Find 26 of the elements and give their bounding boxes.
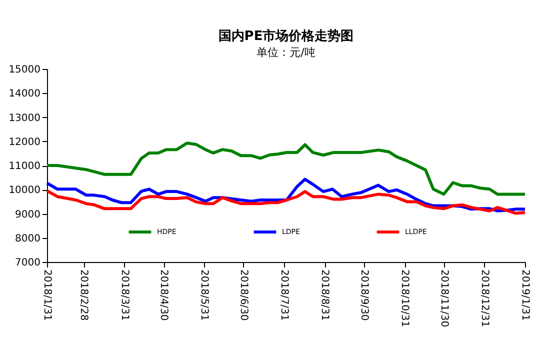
x-tick-label: 2018/6/30 [238,270,249,321]
chart-title: 国内PE市场价格走势图 [218,28,354,44]
x-tick-label: 2018/8/31 [319,270,330,321]
x-tick-label: 2018/2/28 [78,270,90,321]
y-tick-label: 7000 [15,258,40,268]
y-tick-label: 9000 [15,209,40,220]
y-tick-label: 14000 [8,88,40,100]
y-tick-label: 15000 [8,64,40,76]
y-tick-label: 10000 [8,185,40,196]
y-tick-label: 12000 [8,136,40,148]
x-tick-label: 2018/1/31 [42,270,52,321]
x-tick-label: 2018/9/30 [358,270,370,321]
x-tick-label: 2018/12/31 [478,270,490,328]
line-series [46,142,526,196]
chart-subtitle: 单位：元/吨 [256,46,316,59]
y-tick-label: 8000 [15,233,40,244]
x-tick-label: 2018/3/31 [118,270,130,321]
y-tick-label: 11000 [8,161,40,172]
x-tick-label: 2019/1/31 [520,270,530,321]
y-tick-label: 13000 [8,112,40,124]
x-tick-label: 2018/10/31 [399,270,410,328]
x-tick-label: 2018/11/30 [438,270,450,328]
x-tick-label: 2018/4/30 [158,270,170,321]
line-series [46,189,526,215]
x-tick-label: 2018/5/31 [198,270,210,321]
x-tick-label: 2018/7/31 [278,270,290,321]
